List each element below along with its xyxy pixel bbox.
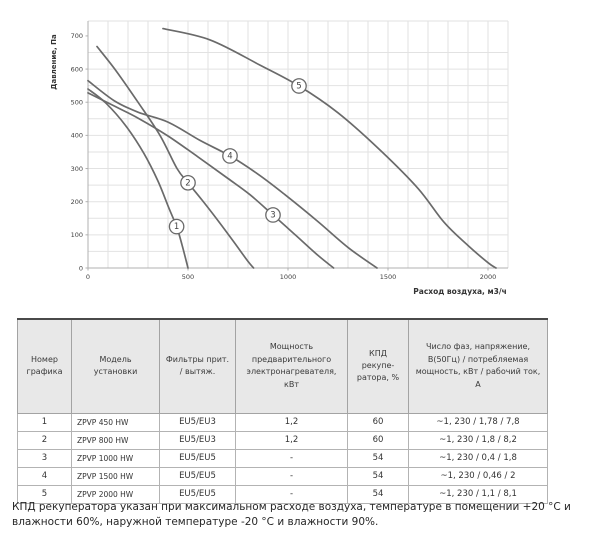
chart-svg: 0 500 1000 1500 2000 0 100 200 300 400 500 600 700 Да… [50,20,509,296]
curve-5 [162,27,497,269]
col-header-recuperator-efficiency: КПД рекупе-ратора, % [347,318,409,414]
cell-efficiency: 54 [347,448,409,468]
cell-model: ZPVP 800 HW [71,430,160,450]
table-row: 2 ZPVP 800 HW EU5/EU3 1,2 60 ~1, 230 / 1… [17,430,548,450]
cell-efficiency: 60 [347,412,409,432]
curve-label-circle [222,148,238,164]
chart-grid [88,20,509,268]
x-tick-label: 2000 [480,273,497,281]
cell-efficiency: 60 [347,430,409,450]
cell-electrical: ~1, 230 / 0,46 / 2 [408,466,548,486]
cell-filters: EU5/EU5 [159,448,236,468]
curve-label-circle [265,207,281,223]
x-tick-label: 1500 [380,273,397,281]
cell-graph-number: 2 [17,430,72,450]
curve-label-5: 5 [291,78,307,94]
y-tick-label: 700 [71,32,83,40]
x-tick-label: 0 [86,273,90,281]
y-axis-title: Давление, Па [50,34,58,90]
y-tick-label: 300 [71,165,83,173]
fan-performance-chart: 0 500 1000 1500 2000 0 100 200 300 400 500 600 700 Да… [50,20,509,296]
curve-label-number: 2 [185,178,190,188]
cell-model: ZPVP 1500 HW [71,466,160,486]
x-axis-title: Расход воздуха, м3/ч [413,287,506,296]
specs-table: Номер графика Модель установки Фильтры п… [17,318,548,504]
cell-heater-power: - [235,484,348,504]
curve-label-circle [291,78,307,94]
cell-electrical: ~1, 230 / 1,8 / 8,2 [408,430,548,450]
y-tick-label: 400 [71,132,83,140]
col-header-filters: Фильтры прит. / вытяж. [159,318,236,414]
table-row: 3 ZPVP 1000 HW EU5/EU5 - 54 ~1, 230 / 0,… [17,448,548,468]
curve-label-number: 3 [270,210,275,220]
table-row: 1 ZPVP 450 HW EU5/EU3 1,2 60 ~1, 230 / 1… [17,412,548,432]
cell-electrical: ~1, 230 / 1,78 / 7,8 [408,412,548,432]
y-tick-label: 500 [71,99,83,107]
y-tick-label: 200 [71,198,83,206]
x-tick-label: 500 [182,273,194,281]
table-row: 4 ZPVP 1500 HW EU5/EU5 - 54 ~1, 230 / 0,… [17,466,548,486]
cell-graph-number: 3 [17,448,72,468]
cell-filters: EU5/EU5 [159,466,236,486]
y-tick-label: 100 [71,231,83,239]
y-axis-ticks: 0 100 200 300 400 500 600 700 [71,32,88,272]
cell-heater-power: - [235,466,348,486]
curve-label-number: 4 [227,151,232,161]
curve-label-2: 2 [180,174,196,191]
cell-heater-power: 1,2 [235,430,348,450]
table-row: 5 ZPVP 2000 HW EU5/EU5 - 54 ~1, 230 / 1,… [17,484,548,504]
cell-heater-power: - [235,448,348,468]
cell-model: ZPVP 1000 HW [71,448,160,468]
curve-label-4: 4 [222,148,238,164]
curve-label-circle [168,218,185,235]
col-header-graph-number: Номер графика [17,318,72,414]
cell-model: ZPVP 450 HW [71,412,160,432]
curve-label-3: 3 [265,207,281,223]
curve-label-circle [180,174,196,191]
cell-electrical: ~1, 230 / 0,4 / 1,8 [408,448,548,468]
curve-3 [87,92,335,269]
col-header-heater-power: Мощность предварительного электронагрева… [235,318,348,414]
curve-label-number: 5 [296,81,301,91]
x-tick-label: 1000 [280,273,297,281]
cell-filters: EU5/EU3 [159,412,236,432]
cell-graph-number: 4 [17,466,72,486]
y-tick-label: 600 [71,65,83,73]
curve-label-1: 1 [168,218,185,235]
cell-electrical: ~1, 230 / 1,1 / 8,1 [408,484,548,504]
y-tick-label: 0 [79,264,83,272]
curve-label-number: 1 [174,222,179,232]
col-header-electrical: Число фаз, напряжение, В(50Гц) / потребл… [408,318,548,414]
cell-heater-power: 1,2 [235,412,348,432]
cell-filters: EU5/EU3 [159,430,236,450]
curve-1 [87,88,189,269]
cell-graph-number: 1 [17,412,72,432]
x-axis-ticks: 0 500 1000 1500 2000 [86,268,496,281]
cell-efficiency: 54 [347,466,409,486]
chart-axes [87,21,508,269]
header-row: Номер графика Модель установки Фильтры п… [17,318,548,414]
col-header-model: Модель установки [71,318,160,414]
footnote-text: КПД рекуператора указан при максимальном… [12,501,571,528]
